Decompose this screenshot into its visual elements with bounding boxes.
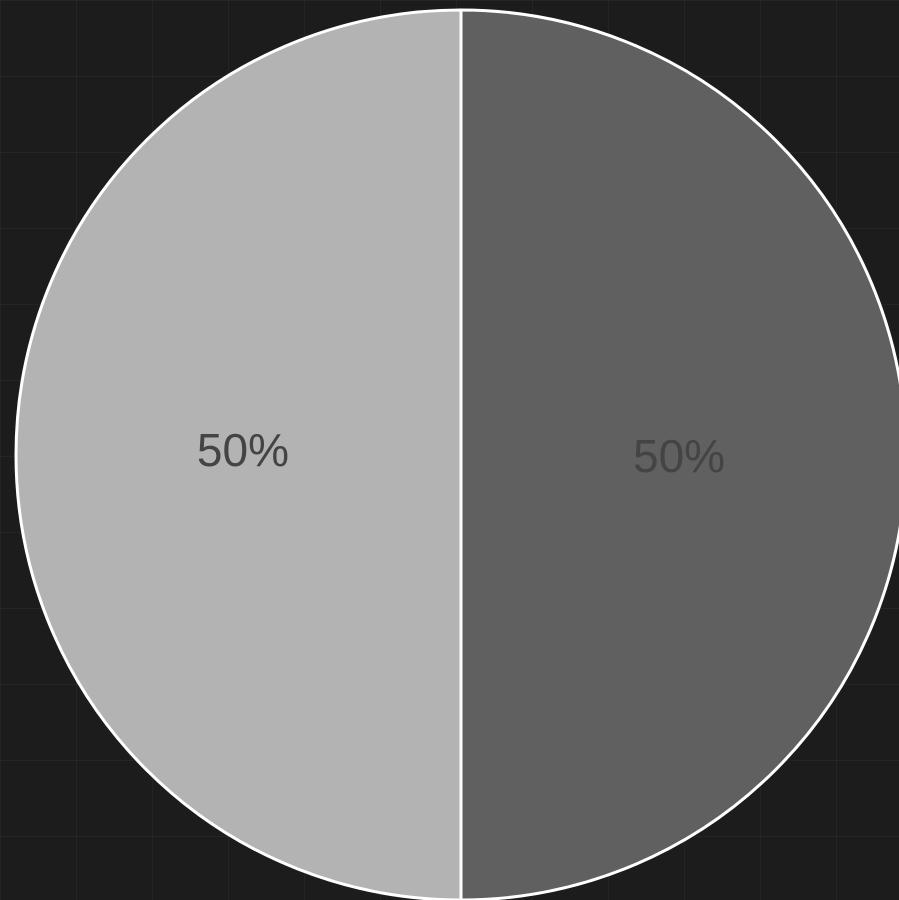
- pie-slice-1: [459, 8, 899, 900]
- pie-slices: [14, 8, 899, 900]
- pie-labels: 50% 50%: [197, 424, 725, 482]
- pie-slice-2: [14, 8, 463, 900]
- slice-label-1: 50%: [633, 430, 725, 482]
- slice-label-2: 50%: [197, 424, 289, 476]
